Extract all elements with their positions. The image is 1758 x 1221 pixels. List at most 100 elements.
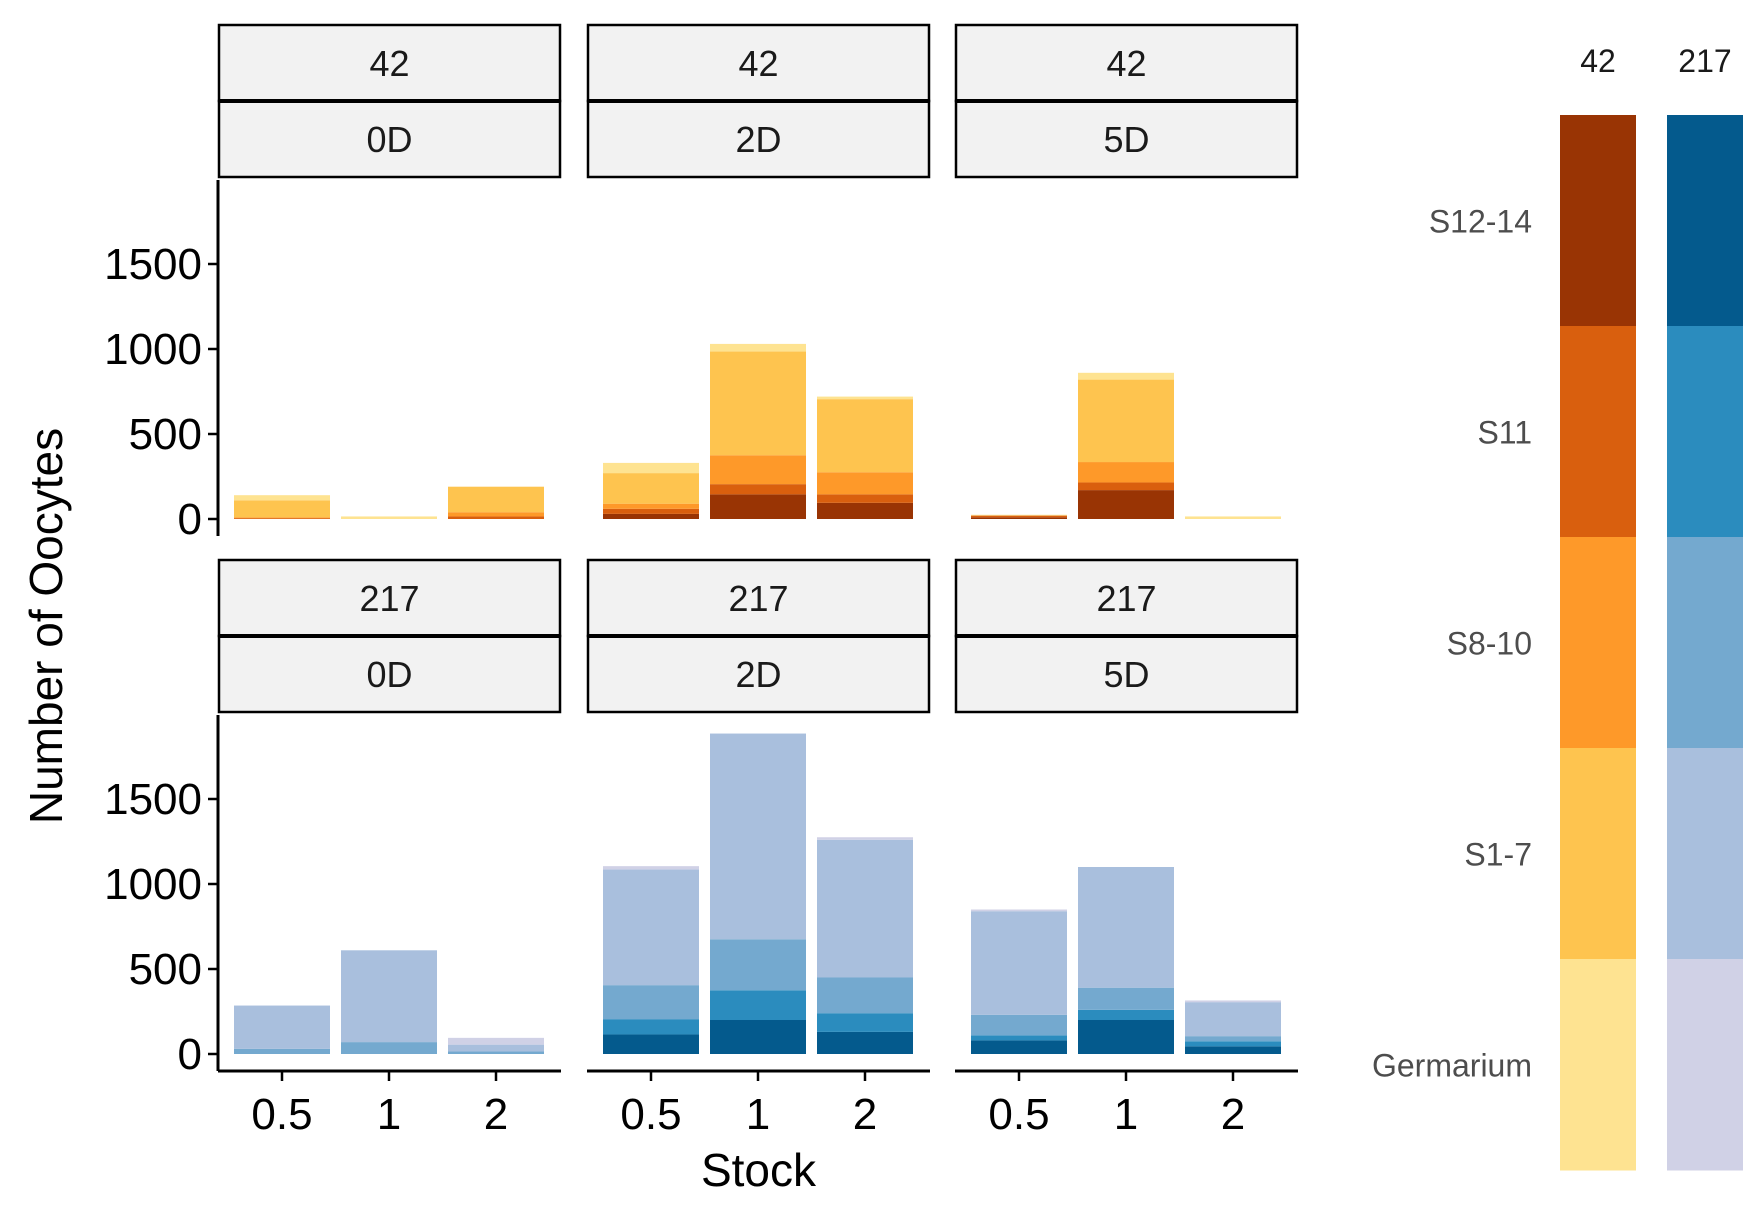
legend-color-swatch <box>1560 748 1636 960</box>
bar-segment-s11 <box>971 1035 1067 1041</box>
bar-segment-germarium <box>234 495 330 501</box>
bar-segment-s8-10 <box>817 977 913 1014</box>
bar-segment-s1-7 <box>1078 379 1174 463</box>
bar-segment-s1-7 <box>234 1005 330 1049</box>
bar-segment-s1-7 <box>234 500 330 518</box>
bar-segment-germarium <box>1185 516 1281 519</box>
bar-segment-s1-7 <box>1185 1002 1281 1037</box>
bar-segment-s1-7 <box>971 911 1067 1015</box>
bar-segment-germarium <box>603 866 699 870</box>
bar-segment-s8-10 <box>1185 1036 1281 1042</box>
bar-segment-s1-7 <box>603 473 699 504</box>
facet-strip-row-label: 217 <box>728 578 788 619</box>
x-tick-label: 2 <box>484 1090 508 1139</box>
bar-segment-s11 <box>1078 1009 1174 1020</box>
bar-segment-germarium <box>710 343 806 352</box>
facet-strip-row-box <box>217 558 562 638</box>
legend-color-swatch <box>1560 326 1636 538</box>
legend-color-swatch <box>1667 115 1743 327</box>
bar-segment-s12-14 <box>817 502 913 519</box>
bar-segment-s1-7 <box>603 869 699 986</box>
bar-segment-s11 <box>710 990 806 1020</box>
facet-strip-row-label: 42 <box>1106 43 1146 84</box>
bar-segment-germarium <box>817 837 913 840</box>
bar-segment-s8-10 <box>710 455 806 485</box>
facet-strip-col-box <box>217 99 562 179</box>
bar-segment-s1-7 <box>817 399 913 473</box>
bar-segment-s12-14 <box>1078 490 1174 519</box>
y-axis-title: Number of Oocytes <box>20 428 72 824</box>
bar-segment-s12-14 <box>710 1020 806 1054</box>
legend-color-swatch <box>1667 537 1743 749</box>
facet-strip-row-box <box>586 558 931 638</box>
legend-color-swatch <box>1667 959 1743 1171</box>
bar-segment-germarium <box>1078 372 1174 380</box>
legend-column-title: 217 <box>1678 43 1731 79</box>
legend-column-title: 42 <box>1580 43 1616 79</box>
facet-strip-row-label: 42 <box>369 43 409 84</box>
bar-segment-s11 <box>234 518 330 519</box>
bar-segment-s8-10 <box>971 1014 1067 1036</box>
bar-segment-germarium <box>1185 1000 1281 1003</box>
bar-segment-s12-14 <box>971 1040 1067 1054</box>
bar-segment-s1-7 <box>1078 867 1174 988</box>
x-tick-label: 0.5 <box>251 1090 312 1139</box>
x-tick-label: 2 <box>1221 1090 1245 1139</box>
facet-strip-col-label: 0D <box>366 119 412 160</box>
bar-segment-s12-14 <box>971 517 1067 519</box>
facet-strip-row-label: 217 <box>1096 578 1156 619</box>
x-tick-label: 2 <box>853 1090 877 1139</box>
legend-color-swatch <box>1667 326 1743 538</box>
y-tick-label: 500 <box>129 410 202 459</box>
facet-strip-col-box <box>586 99 931 179</box>
facet-strip-row-box <box>954 558 1299 638</box>
bar-segment-s11 <box>817 494 913 503</box>
y-tick-label: 0 <box>178 1030 202 1079</box>
bar-segment-s1-7 <box>448 486 544 513</box>
bar-segment-s12-14 <box>1185 1046 1281 1054</box>
bar-segment-s8-10 <box>341 1042 437 1054</box>
bar-segment-s8-10 <box>1078 987 1174 1010</box>
facet-strip-col-box <box>954 634 1299 714</box>
legend-label: S11 <box>1477 415 1532 451</box>
bar-segment-germarium <box>971 514 1067 516</box>
bar-segment-s12-14 <box>603 1034 699 1054</box>
y-tick-label: 1000 <box>104 860 202 909</box>
x-tick-label: 0.5 <box>988 1090 1049 1139</box>
bar-segment-germarium <box>448 1037 544 1045</box>
facet-strip-row-label: 217 <box>359 578 419 619</box>
facet-strip-col-box <box>954 99 1299 179</box>
bar-segment-s12-14 <box>817 1031 913 1054</box>
y-tick-label: 1500 <box>104 240 202 289</box>
bar-segment-s8-10 <box>448 1051 544 1054</box>
bar-segment-s11 <box>1185 1041 1281 1047</box>
bar-segment-germarium <box>341 516 437 519</box>
bar-segment-s8-10 <box>1078 462 1174 483</box>
legend-label: S8-10 <box>1447 626 1532 662</box>
x-tick-label: 1 <box>746 1090 770 1139</box>
bar-segment-s11 <box>971 515 1067 518</box>
facet-strip-col-box <box>586 634 931 714</box>
facet-strip-col-label: 2D <box>735 119 781 160</box>
facet-strip-col-label: 5D <box>1103 119 1149 160</box>
bar-segment-germarium <box>603 462 699 474</box>
facet-strip-col-label: 0D <box>366 654 412 695</box>
bar-segment-s11 <box>710 484 806 495</box>
y-tick-label: 0 <box>178 495 202 544</box>
facet-strip-col-label: 5D <box>1103 654 1149 695</box>
bar-segment-germarium <box>971 909 1067 912</box>
bar-segment-s11 <box>603 1019 699 1035</box>
facet-strip-col-label: 2D <box>735 654 781 695</box>
facet-strip-col-box <box>217 634 562 714</box>
x-tick-label: 1 <box>1114 1090 1138 1139</box>
x-tick-label: 1 <box>377 1090 401 1139</box>
bar-segment-s1-7 <box>710 733 806 940</box>
bar-segment-s1-7 <box>448 1044 544 1052</box>
legend-color-swatch <box>1560 537 1636 749</box>
bar-segment-s11 <box>817 1013 913 1032</box>
bar-segment-s8-10 <box>234 517 330 519</box>
bar-segment-s11 <box>603 508 699 514</box>
y-tick-label: 1500 <box>104 775 202 824</box>
